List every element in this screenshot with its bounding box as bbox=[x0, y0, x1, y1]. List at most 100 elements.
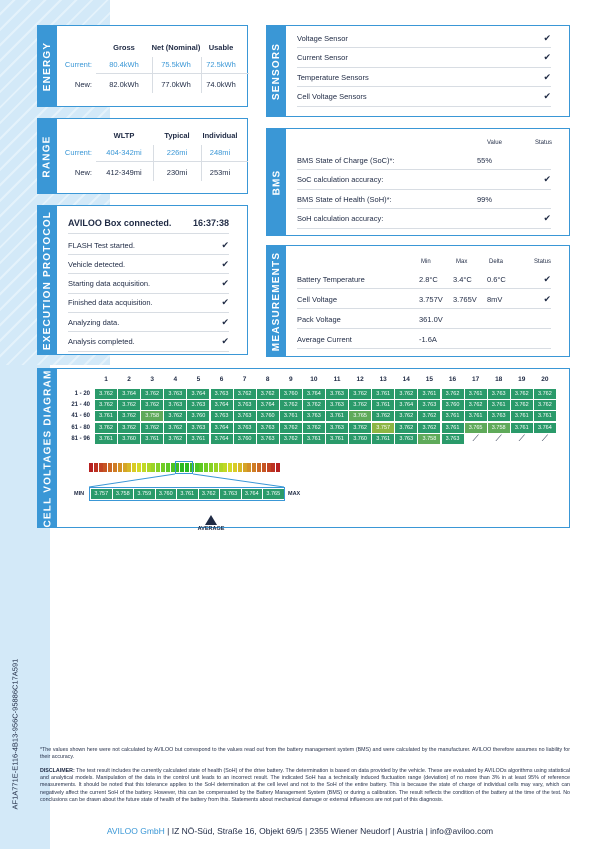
execution-step: FLASH Test started. ✔ bbox=[68, 236, 229, 255]
gradient-segment bbox=[242, 463, 247, 472]
gradient-segment bbox=[127, 463, 132, 472]
energy-header: Net (Nominal) bbox=[151, 43, 201, 52]
cell-value: 3.761 bbox=[510, 422, 533, 433]
cell-value: 3.763 bbox=[233, 400, 256, 411]
cell-value: 3.761 bbox=[372, 400, 395, 411]
gradient-segment bbox=[233, 463, 237, 472]
cell-value: 3.763 bbox=[187, 422, 210, 433]
empty-cell: ⟋ bbox=[472, 433, 479, 444]
cell-value: 3.763 bbox=[418, 400, 441, 411]
execution-protocol-label: EXECUTION PROTOCOL bbox=[38, 206, 57, 354]
sensor-row: Temperature Sensors ✔ bbox=[297, 68, 551, 87]
cell-value: 3.763 bbox=[233, 411, 256, 422]
cell-value: 3.761 bbox=[510, 411, 533, 422]
empty-cell: ⟋ bbox=[541, 433, 549, 444]
cell-voltages-label: CELL VOLTAGES DIAGRAM bbox=[38, 369, 57, 527]
cell-value: 3.761 bbox=[326, 411, 348, 422]
energy-header: Gross bbox=[113, 43, 135, 52]
divider bbox=[200, 145, 202, 181]
cell-value: 3.760 bbox=[441, 400, 464, 411]
gradient-segment bbox=[223, 463, 228, 472]
gradient-segment bbox=[146, 463, 151, 472]
cell-value: 3.764 bbox=[210, 422, 233, 433]
range-row-label: New: bbox=[74, 168, 92, 177]
sensor-row: Current Sensor ✔ bbox=[297, 49, 551, 68]
cell-value: 3.763 bbox=[256, 422, 279, 433]
scale-value: 3.758 bbox=[112, 489, 133, 499]
energy-value: 82.0kWh bbox=[109, 80, 139, 89]
cell-voltages-panel: CELL VOLTAGES DIAGRAM 1 2 3 4 5 6 7 8 9 10 11 12 13 1… bbox=[37, 368, 570, 532]
check-icon: ✔ bbox=[543, 32, 551, 43]
scale-value: 3.759 bbox=[134, 489, 155, 499]
check-icon: ✔ bbox=[543, 174, 551, 184]
cell-value: 3.763 bbox=[256, 433, 279, 444]
gradient-segment bbox=[237, 463, 242, 472]
check-icon: ✔ bbox=[221, 316, 229, 327]
cell-value: 3.763 bbox=[210, 411, 233, 422]
cell-value: 3.763 bbox=[326, 400, 348, 411]
execution-step: Vehicle detected. ✔ bbox=[68, 255, 229, 275]
gradient-segment bbox=[93, 463, 98, 472]
range-row-label: Current: bbox=[64, 148, 92, 157]
energy-row-label: Current: bbox=[64, 60, 92, 69]
cell-value: 3.760 bbox=[256, 411, 279, 422]
company-footer: AVILOO GmbH | IZ NÖ-Süd, Straße 16, Obje… bbox=[0, 826, 600, 836]
check-icon: ✔ bbox=[543, 91, 551, 101]
cell-value: 3.763 bbox=[395, 433, 418, 444]
divider bbox=[96, 73, 249, 74]
check-icon: ✔ bbox=[543, 213, 551, 223]
bms-row: SoC calculation accuracy: ✔ bbox=[297, 171, 551, 190]
sensors-panel: SENSORS Voltage Sensor ✔ Current Sensor ✔ Te… bbox=[266, 25, 570, 117]
scale-value: 3.763 bbox=[220, 489, 241, 499]
gradient-segment bbox=[103, 463, 108, 472]
bms-row: SoH calculation accuracy: ✔ bbox=[297, 210, 551, 229]
sensor-row: Voltage Sensor ✔ bbox=[297, 29, 551, 48]
cell-value: 3.761 bbox=[418, 389, 441, 399]
measurement-label: Pack Voltage bbox=[297, 314, 341, 324]
company-name: AVILOO GmbH bbox=[106, 826, 165, 836]
cell-value: 3.764 bbox=[210, 400, 233, 411]
execution-step: Analyzing data. ✔ bbox=[68, 313, 229, 333]
cell-value: 3.762 bbox=[395, 389, 418, 399]
gradient-segment bbox=[98, 463, 103, 472]
cell-value: 3.762 bbox=[141, 400, 164, 411]
cell-value: 3.762 bbox=[349, 400, 372, 411]
check-icon: ✔ bbox=[221, 278, 229, 289]
cell-value: 3.762 bbox=[533, 389, 556, 399]
gradient-segment bbox=[151, 463, 156, 472]
cell-value: 3.762 bbox=[233, 389, 256, 399]
measurement-label: Average Current bbox=[297, 334, 352, 344]
cell-value: 3.757 bbox=[372, 422, 395, 433]
company-address: | IZ NÖ-Süd, Straße 16, Objekt 69/5 | 23… bbox=[164, 826, 494, 836]
cell-value: 3.764 bbox=[187, 389, 210, 399]
check-icon: ✔ bbox=[543, 52, 551, 62]
row-label: 21 - 40 bbox=[71, 402, 90, 409]
energy-row-label: New: bbox=[74, 80, 92, 89]
gradient-segment bbox=[185, 463, 189, 472]
cell-value: 3.762 bbox=[279, 422, 302, 433]
gradient-segment bbox=[261, 463, 266, 472]
bms-header-value: Value bbox=[487, 140, 502, 146]
range-value: 248mi bbox=[209, 148, 231, 157]
disclaimer: DISCLAIMER: The test result includes the… bbox=[40, 768, 570, 804]
cell-value: 3.761 bbox=[372, 389, 395, 399]
execution-step: Starting data acquisition. ✔ bbox=[68, 275, 229, 294]
check-icon: ✔ bbox=[221, 258, 229, 269]
row-label: 1 - 20 bbox=[74, 391, 90, 397]
empty-cell: ⟋ bbox=[518, 433, 525, 444]
energy-value: 77.0kWh bbox=[161, 80, 191, 89]
column-header: 10 bbox=[310, 376, 318, 383]
cell-value: 3.763 bbox=[164, 389, 187, 399]
cell-value: 3.760 bbox=[233, 433, 256, 444]
cell-value: 3.761 bbox=[372, 433, 395, 444]
cell-value: 3.762 bbox=[510, 400, 533, 411]
zoom-highlight bbox=[175, 461, 193, 474]
range-header: Typical bbox=[164, 131, 190, 140]
bms-row-label: SoH calculation accuracy: bbox=[297, 214, 384, 223]
execution-step-label: Analysis completed. bbox=[68, 337, 135, 346]
cell-value: 3.762 bbox=[279, 433, 302, 444]
footnote: *The values shown here were not calculat… bbox=[40, 747, 570, 761]
execution-step-label: Analyzing data. bbox=[68, 317, 120, 327]
execution-step: Finished data acquisition. ✔ bbox=[68, 294, 229, 313]
bms-panel: BMS Value Status BMS State of Charge (So… bbox=[266, 128, 570, 236]
